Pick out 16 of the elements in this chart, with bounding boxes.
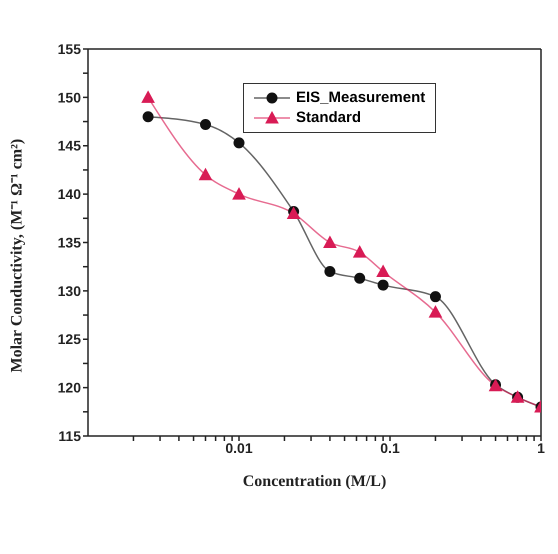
y-tick-label: 150 [58,89,82,106]
y-tick-label: 135 [58,234,82,250]
x-tick-label: 1 [537,440,546,456]
legend-label: EIS_Measurement [296,88,426,108]
x-axis-title: Concentration (M/L) [242,473,386,490]
x-tick-label: 0.1 [380,440,400,456]
y-tick-label: 115 [58,428,82,444]
y-tick-label: 155 [58,40,82,57]
y-tick-label: 120 [58,380,82,396]
legend-label: Standard [296,108,362,128]
y-tick-label: 145 [58,138,82,154]
y-tick-label: 125 [58,331,82,348]
y-tick-label: 140 [58,186,82,202]
y-tick-label: 130 [58,282,82,299]
y-axis-title: Molar Conductivity, (M⁻¹ Ω⁻¹ cm²) [8,138,26,372]
x-tick-label: 0.01 [225,440,253,456]
